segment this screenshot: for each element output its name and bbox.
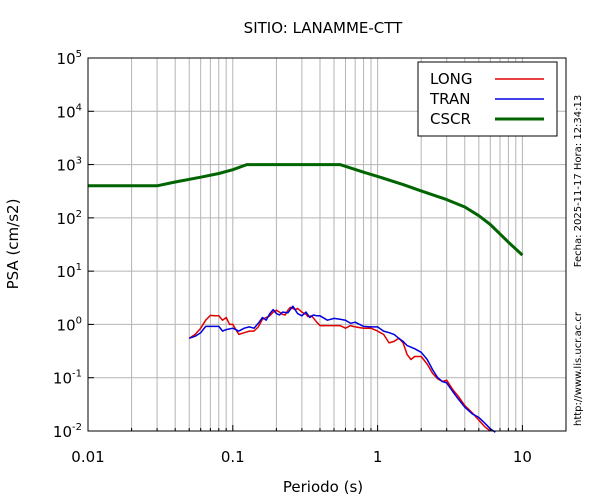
chart-title: SITIO: LANAMME-CTT [244,19,403,37]
legend-label: TRAN [429,90,470,108]
x-axis-label: Periodo (s) [283,478,363,496]
y-tick-label: 104 [57,102,82,121]
y-tick-label: 10-1 [53,369,82,388]
y-tick-label: 10-2 [53,422,82,441]
y-axis-label: PSA (cm/s2) [4,199,22,290]
grid [87,57,567,432]
y-tick-label: 105 [57,49,82,68]
plot-frame [87,57,567,432]
ticks: 0.01 0.1 1 10 10-2 10-1 100 101 102 103 104 105 [53,49,567,466]
legend: LONG TRAN CSCR [417,61,558,137]
series-line-cscr [88,163,524,257]
y-tick-label: 103 [57,156,82,175]
legend-label: LONG [430,70,472,88]
x-tick-label: 1 [373,448,383,466]
y-tick-label: 101 [57,262,82,281]
series-line-tran [188,305,496,433]
x-tick-label: 0.1 [221,448,245,466]
source-url: http://www.lis.ucr.ac.cr [573,311,584,426]
x-tick-label: 10 [513,448,532,466]
legend-label: CSCR [430,110,471,128]
series-layer [88,163,524,433]
x-tick-label: 0.01 [71,448,104,466]
date-time-stamp: Fecha: 2025-11-17 Hora: 12:34:13 [573,95,584,268]
y-tick-label: 100 [57,315,82,334]
series-line-long [188,306,491,432]
y-tick-label: 102 [57,209,82,228]
